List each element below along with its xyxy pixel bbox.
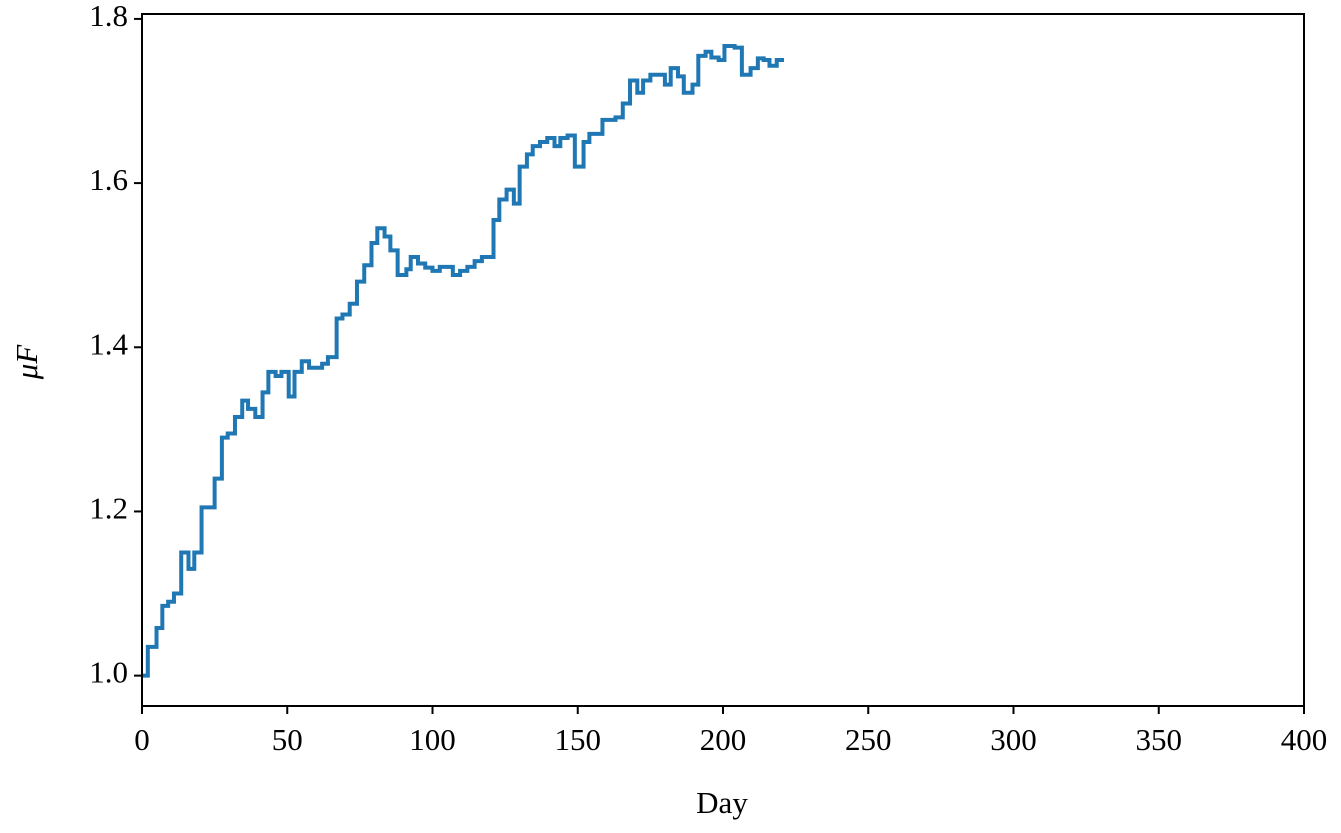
y-axis-label: μF (9, 344, 44, 381)
x-tick-label: 200 (700, 722, 747, 757)
x-tick-label: 100 (409, 722, 456, 757)
y-tick-label: 1.4 (89, 326, 128, 361)
y-tick-label: 1.8 (89, 0, 128, 33)
x-tick-label: 150 (555, 722, 602, 757)
x-tick-label: 400 (1281, 722, 1328, 757)
y-tick-label: 1.2 (89, 491, 128, 526)
x-axis-label: Day (696, 785, 748, 820)
x-tick-label: 250 (845, 722, 892, 757)
y-tick-label: 1.0 (89, 655, 128, 690)
x-tick-label: 0 (134, 722, 150, 757)
data-line (142, 44, 785, 678)
x-tick-label: 300 (990, 722, 1037, 757)
x-tick-label: 50 (272, 722, 303, 757)
y-tick-label: 1.6 (89, 162, 128, 197)
plot-frame (141, 13, 1305, 707)
x-tick-label: 350 (1136, 722, 1183, 757)
